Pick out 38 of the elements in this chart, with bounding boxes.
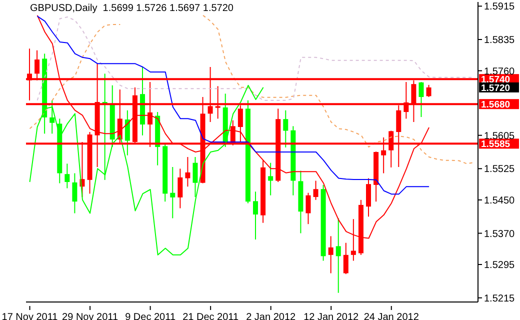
- x-tick-label: 9 Dec 2011: [125, 312, 176, 320]
- line-series: [36, 16, 430, 195]
- y-tick-label: 1.5915: [484, 2, 516, 13]
- x-tick-label: 17 Nov 2011: [2, 312, 58, 320]
- y-tick-label: 1.5370: [484, 228, 516, 240]
- ref-line-label: 1.5680: [481, 100, 510, 111]
- candlestick: [124, 110, 130, 156]
- x-tick-label: 24 Jan 2012: [364, 312, 420, 320]
- candlestick: [328, 236, 334, 274]
- candlestick: [178, 168, 183, 209]
- candlestick: [192, 156, 198, 198]
- y-tick-label: 1.5525: [484, 164, 516, 176]
- candlestick: [64, 163, 70, 189]
- x-tick-label: 12 Jan 2012: [304, 312, 360, 320]
- candlestick: [306, 192, 311, 225]
- y-tick-label: 1.5295: [484, 260, 516, 272]
- chart-title: GBPUSD,Daily 1.5699 1.5726 1.5697 1.5720: [30, 3, 234, 14]
- candlestick: [253, 191, 258, 240]
- candlestick: [313, 180, 318, 200]
- candlestick: [185, 156, 190, 188]
- candlestick: [366, 178, 371, 218]
- candlestick: [170, 166, 176, 219]
- candlestick: [336, 218, 341, 294]
- y-tick-label: 1.5450: [484, 195, 516, 206]
- candlestick: [50, 100, 55, 134]
- x-tick-label: 21 Dec 2011: [182, 312, 239, 320]
- candlestick: [268, 162, 274, 196]
- candlestick: [426, 84, 432, 98]
- x-tick-label: 29 Nov 2011: [62, 312, 118, 320]
- y-tick-label: 1.5835: [484, 35, 516, 46]
- x-tick-label: 2 Jan 2012: [246, 312, 296, 320]
- ref-line-label: 1.5585: [481, 139, 511, 150]
- text: 1.5720: [481, 82, 510, 94]
- candlestick: [418, 82, 424, 118]
- candlestick: [283, 110, 288, 148]
- y-tick-label: 1.5215: [484, 293, 516, 304]
- candlestick: [72, 172, 78, 214]
- candlestick: [343, 242, 348, 275]
